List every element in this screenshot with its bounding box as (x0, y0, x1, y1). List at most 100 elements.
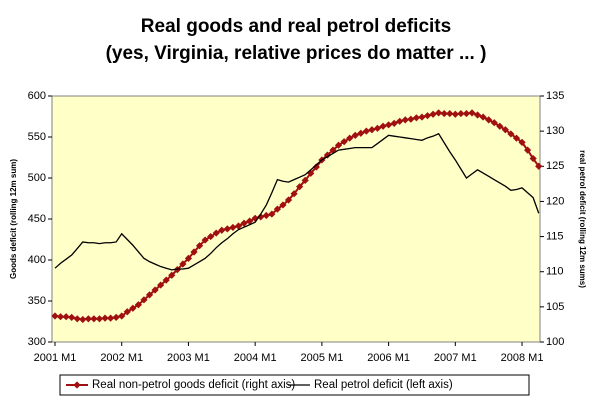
y2-tick-label: 120 (546, 195, 564, 207)
data-point (184, 254, 193, 262)
y-tick-label: 300 (28, 336, 46, 348)
x-tick-label: 2004 M1 (234, 352, 277, 364)
data-point (373, 124, 382, 132)
data-point (296, 183, 304, 191)
y-tick-label: 600 (28, 90, 46, 102)
chart-title: Real goods and real petrol deficits (141, 16, 451, 37)
y-tick-label: 450 (28, 213, 46, 225)
data-point (479, 113, 487, 121)
x-tick-label: 2002 M1 (100, 352, 143, 364)
data-point (212, 229, 220, 237)
data-point (457, 109, 465, 118)
data-point (223, 225, 231, 233)
data-point (101, 314, 109, 322)
data-point (118, 312, 126, 320)
data-point (473, 111, 482, 119)
data-point (362, 127, 370, 135)
data-point (68, 313, 76, 321)
data-point (524, 146, 532, 154)
y2-axis-title: real petrol deficit (rolling 12m sums) (578, 150, 587, 288)
data-point (462, 109, 471, 118)
data-point (157, 281, 165, 289)
data-point (334, 141, 343, 149)
legend-label: Real non-petrol goods deficit (right axi… (92, 379, 295, 391)
x-tick-label: 2005 M1 (300, 352, 343, 364)
data-point (446, 109, 454, 118)
plot-area (51, 95, 541, 343)
y2-tick-label: 105 (546, 301, 564, 313)
data-point (279, 201, 287, 209)
data-point (162, 276, 170, 284)
data-point (246, 217, 254, 225)
x-tick-label: 2006 M1 (367, 352, 410, 364)
data-point (440, 109, 448, 118)
data-point (140, 296, 148, 304)
data-point (56, 313, 65, 321)
data-point (468, 109, 476, 117)
data-point (429, 110, 437, 118)
data-point (229, 223, 237, 232)
data-point (134, 301, 142, 309)
data-point (390, 119, 398, 128)
data-point (112, 313, 120, 321)
data-point (412, 114, 420, 122)
data-point (273, 205, 281, 213)
data-point (451, 110, 459, 118)
data-point (379, 122, 387, 130)
data-point (501, 126, 509, 134)
y2-tick-label: 130 (546, 125, 564, 137)
data-point (262, 211, 270, 220)
x-tick-label: 2007 M1 (434, 352, 477, 364)
data-point (512, 134, 521, 142)
series-line (54, 132, 540, 271)
data-point (179, 260, 187, 268)
data-point (323, 151, 332, 159)
data-point (207, 232, 215, 241)
data-point (62, 313, 70, 321)
data-point (79, 315, 87, 324)
data-point (496, 122, 504, 130)
data-point (290, 190, 298, 198)
data-point (251, 214, 259, 222)
x-tick-label: 2001 M1 (34, 352, 77, 364)
data-point (257, 213, 265, 221)
legend-label: Real petrol deficit (left axis) (314, 379, 453, 391)
y-axis-title: Goods deficit (rolling 12m sum) (9, 159, 18, 279)
y2-tick-label: 100 (546, 336, 564, 348)
legend-marker (73, 381, 81, 389)
data-point (51, 312, 59, 320)
y2-tick-label: 135 (546, 90, 564, 102)
data-point (234, 222, 243, 230)
x-tick-label: 2003 M1 (167, 352, 210, 364)
data-point (535, 162, 543, 170)
data-point (351, 131, 359, 139)
data-point (73, 315, 81, 323)
y-tick-label: 550 (28, 131, 46, 143)
data-point (340, 138, 348, 146)
data-point (268, 210, 276, 218)
y2-tick-label: 115 (546, 230, 564, 242)
data-point (190, 248, 198, 256)
data-point (145, 291, 154, 299)
data-point (240, 219, 248, 227)
data-point (346, 134, 354, 142)
data-point (151, 286, 159, 294)
y2-tick-label: 110 (546, 266, 564, 278)
data-point (312, 163, 320, 171)
data-point (485, 116, 493, 124)
x-tick-label: 2008 M1 (501, 352, 544, 364)
y2-tick-label: 125 (546, 160, 564, 172)
data-point (90, 315, 98, 323)
y-tick-label: 350 (28, 295, 46, 307)
data-point (84, 315, 92, 323)
data-point (201, 236, 209, 244)
data-point (418, 113, 426, 121)
data-point (368, 126, 376, 134)
data-point (385, 121, 393, 129)
y-tick-label: 500 (28, 172, 46, 184)
data-point (307, 169, 315, 177)
data-point (123, 308, 131, 316)
data-point (301, 176, 309, 184)
data-point (168, 271, 176, 279)
